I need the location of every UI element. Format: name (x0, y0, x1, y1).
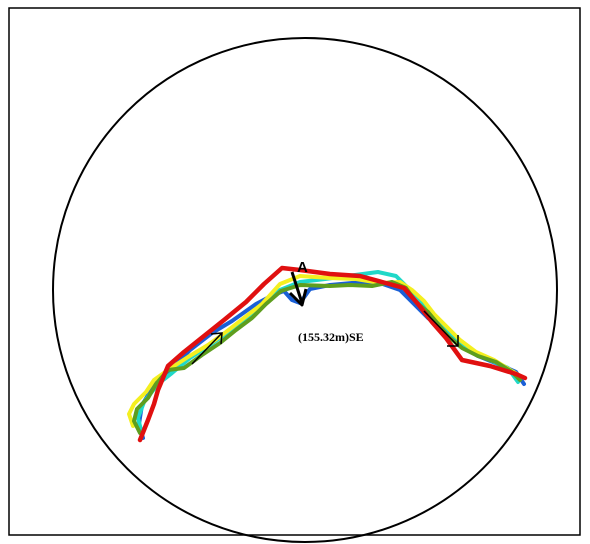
boundary-circle (52, 37, 558, 543)
arrow-left-northeast (191, 332, 223, 365)
arrow-right-southeast (423, 310, 459, 347)
point-a-label: A (297, 259, 308, 276)
trace-cyan (136, 270, 520, 432)
arrow-a-southeast (288, 271, 308, 307)
movement-label: (155.32m)SE (298, 330, 364, 344)
